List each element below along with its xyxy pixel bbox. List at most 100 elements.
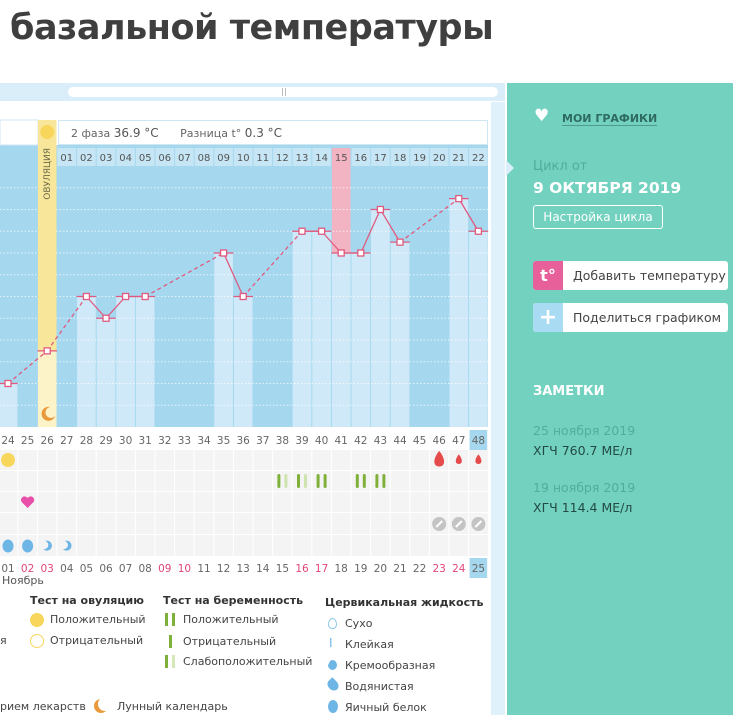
date-label[interactable]: 06 xyxy=(99,563,113,575)
date-label[interactable]: 13 xyxy=(237,563,250,575)
date-label[interactable]: 19 xyxy=(354,563,367,575)
day-header-cell[interactable] xyxy=(351,148,371,166)
plus-icon: + xyxy=(533,303,563,332)
date-label[interactable]: 01 xyxy=(1,563,14,575)
pregnancy-test-icon xyxy=(304,474,307,488)
cycle-day-label: 42 xyxy=(354,435,367,447)
temperature-point[interactable] xyxy=(455,194,463,203)
day-header-cell[interactable] xyxy=(116,148,135,166)
day-header-cell[interactable] xyxy=(214,148,233,166)
day-header-cell[interactable] xyxy=(331,148,351,166)
phase2-day-label: 13 xyxy=(296,153,309,164)
date-label[interactable]: 03 xyxy=(41,563,54,575)
day-header-cell[interactable] xyxy=(175,148,194,166)
temperature-icon: t° xyxy=(533,261,563,290)
date-label[interactable]: 05 xyxy=(80,563,93,575)
date-label[interactable]: 22 xyxy=(413,563,426,575)
phase-value: 36.9 °C xyxy=(113,126,159,140)
pregnancy-test-icon xyxy=(382,474,386,488)
temperature-point[interactable] xyxy=(4,379,12,388)
temperature-line-segment xyxy=(223,252,244,297)
date-label[interactable]: 24 xyxy=(452,563,466,575)
chart-scrollbar[interactable] xyxy=(0,83,505,101)
temperature-point[interactable] xyxy=(298,227,306,235)
date-label[interactable]: 12 xyxy=(217,563,230,575)
day-header-cell[interactable] xyxy=(57,148,77,166)
note-text[interactable]: ХГЧ 114.4 МЕ/л xyxy=(533,500,633,515)
header-left-cell xyxy=(0,119,39,146)
temperature-point[interactable] xyxy=(121,292,130,301)
day-header-cell[interactable] xyxy=(312,148,331,166)
legend-ovulation-negative: Отрицательный xyxy=(50,634,144,647)
pregnancy-test-icon xyxy=(277,474,281,488)
day-header-cell[interactable] xyxy=(233,148,253,166)
day-header-cell[interactable] xyxy=(273,148,292,166)
add-temperature-button[interactable]: t° Добавить температуру xyxy=(533,261,728,290)
cervical-creamy-icon xyxy=(328,660,337,670)
temperature-point[interactable] xyxy=(141,292,149,301)
day-header-cell[interactable] xyxy=(96,148,116,166)
cycle-settings-button[interactable]: Настройка цикла xyxy=(533,205,663,229)
temperature-point[interactable] xyxy=(376,205,385,214)
date-label[interactable]: 16 xyxy=(295,563,309,575)
my-charts-link[interactable]: МОИ ГРАФИКИ xyxy=(562,112,658,126)
date-label[interactable]: 14 xyxy=(256,563,270,575)
day-header-cell[interactable] xyxy=(469,148,488,166)
temperature-point[interactable] xyxy=(239,292,247,301)
date-label[interactable]: 08 xyxy=(139,563,152,575)
day-header-cell[interactable] xyxy=(429,148,449,166)
phase2-day-label: 14 xyxy=(315,153,328,164)
day-header-cell[interactable] xyxy=(77,148,96,166)
current-day-highlight xyxy=(469,430,488,450)
cervical-egg-white-icon xyxy=(328,700,338,713)
cycle-day-label: 40 xyxy=(315,435,328,447)
date-label[interactable]: 23 xyxy=(433,563,446,575)
date-label[interactable]: 18 xyxy=(335,563,348,575)
temperature-point[interactable] xyxy=(82,292,91,301)
day-header-cell[interactable] xyxy=(371,148,390,166)
cycle-day-label: 33 xyxy=(178,435,191,447)
side-panel: ♥ МОИ ГРАФИКИ Цикл от 9 ОКТЯБРЯ 2019 Нас… xyxy=(506,83,733,715)
note-text[interactable]: ХГЧ 760.7 МЕ/л xyxy=(533,443,633,458)
menstruation-drop-icon xyxy=(434,450,445,467)
date-label[interactable]: 02 xyxy=(21,563,34,575)
day-header-cell[interactable] xyxy=(155,148,175,166)
temperature-point[interactable] xyxy=(43,347,51,355)
temperature-point[interactable] xyxy=(337,249,345,257)
cervical-egg-white-icon xyxy=(2,539,14,553)
temperature-point[interactable] xyxy=(474,227,483,235)
day-header-cell[interactable] xyxy=(410,148,429,166)
day-header-cell[interactable] xyxy=(449,148,469,166)
cycle-date: 9 ОКТЯБРЯ 2019 xyxy=(533,179,682,197)
scrollbar-thumb[interactable] xyxy=(68,87,498,97)
temperature-line-segment xyxy=(379,209,401,243)
date-label[interactable]: 10 xyxy=(178,563,191,575)
date-label[interactable]: 21 xyxy=(393,563,406,575)
phase2-day-label: 08 xyxy=(198,153,211,164)
temperature-point[interactable] xyxy=(396,238,404,246)
date-label[interactable]: 17 xyxy=(315,563,328,575)
day-header-cell[interactable] xyxy=(292,148,312,166)
day-header-cell[interactable] xyxy=(390,148,410,166)
temperature-point[interactable] xyxy=(317,227,326,235)
date-label[interactable]: 11 xyxy=(197,563,210,575)
share-chart-button[interactable]: + Поделиться графиком xyxy=(533,303,728,332)
date-label[interactable]: 15 xyxy=(276,563,289,575)
phase-label: 2 фаза xyxy=(71,127,111,140)
date-label[interactable]: 07 xyxy=(119,563,132,575)
date-label[interactable]: 25 xyxy=(472,563,485,575)
ovulation-column xyxy=(37,120,57,351)
day-header-cell[interactable] xyxy=(253,148,273,166)
date-label[interactable]: 04 xyxy=(60,563,74,575)
cycle-day-label: 27 xyxy=(60,435,73,447)
temperature-point[interactable] xyxy=(102,314,110,322)
cycle-day-label: 47 xyxy=(452,435,465,447)
cervical-dry-icon xyxy=(328,618,337,629)
date-label[interactable]: 20 xyxy=(374,563,387,575)
temperature-point[interactable] xyxy=(219,249,228,257)
day-header-cell[interactable] xyxy=(135,148,155,166)
heart-icon xyxy=(20,496,35,508)
date-label[interactable]: 09 xyxy=(158,563,171,575)
temperature-point[interactable] xyxy=(357,249,365,257)
day-header-cell[interactable] xyxy=(194,148,214,166)
